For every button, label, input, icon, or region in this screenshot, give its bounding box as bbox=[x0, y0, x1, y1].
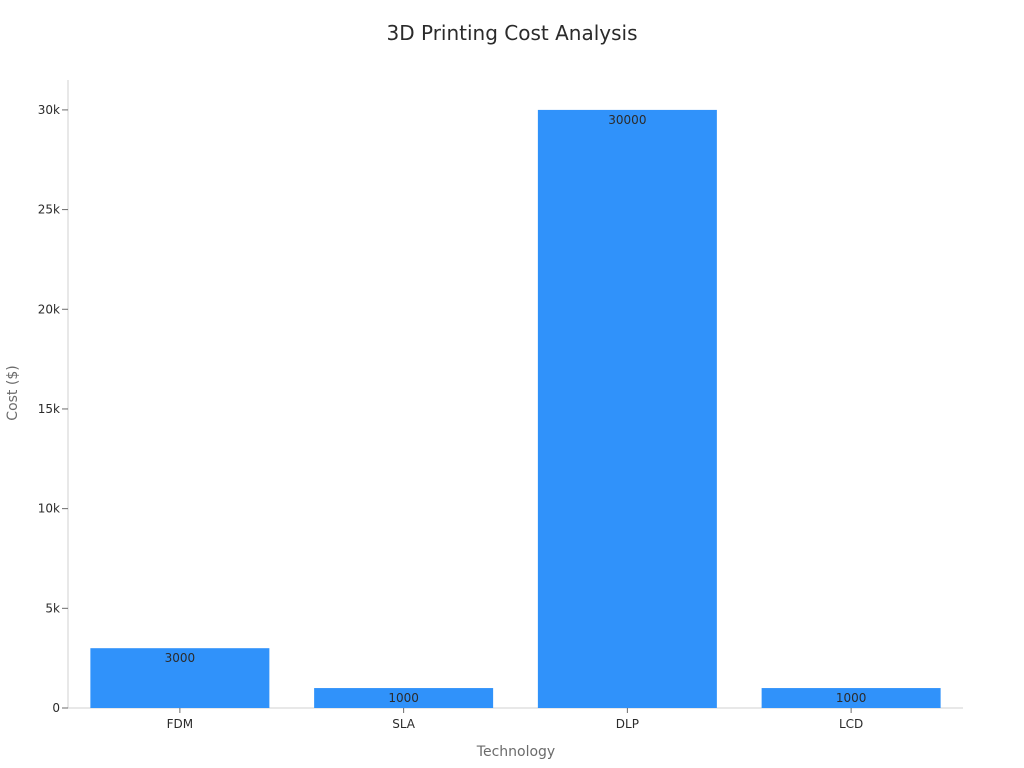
bar-lcd bbox=[761, 688, 941, 708]
plot-area: 0 5k 10k 15k 20k 25k 30k 3000 FDM 1000 SLA 30000 DLP… bbox=[38, 80, 963, 731]
data-label: 30000 bbox=[608, 113, 646, 127]
data-label: 1000 bbox=[836, 691, 867, 705]
y-tick-label: 15k bbox=[38, 402, 60, 416]
data-label: 1000 bbox=[388, 691, 419, 705]
x-tick-label: DLP bbox=[616, 717, 639, 731]
y-tick-label: 0 bbox=[52, 701, 60, 715]
bar-sla bbox=[314, 688, 494, 708]
data-label: 3000 bbox=[165, 651, 196, 665]
x-tick-label: SLA bbox=[392, 717, 416, 731]
bar-fdm bbox=[90, 648, 270, 708]
y-tick-label: 30k bbox=[38, 103, 60, 117]
y-tick-label: 10k bbox=[38, 502, 60, 516]
y-tick-label: 5k bbox=[45, 601, 60, 615]
x-tick-label: LCD bbox=[839, 717, 863, 731]
y-axis-label: Cost ($) bbox=[5, 365, 21, 420]
y-tick-label: 25k bbox=[38, 203, 60, 217]
x-axis-label: Technology bbox=[476, 744, 555, 760]
bar-dlp bbox=[537, 109, 717, 708]
y-tick-label: 20k bbox=[38, 302, 60, 316]
chart-title: 3D Printing Cost Analysis bbox=[387, 21, 638, 45]
x-tick-label: FDM bbox=[167, 717, 194, 731]
